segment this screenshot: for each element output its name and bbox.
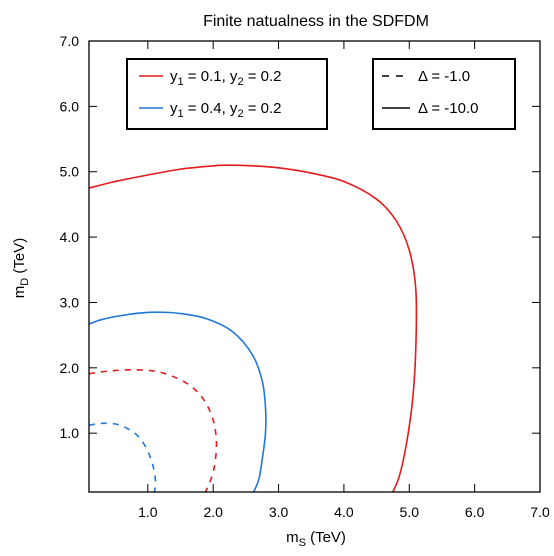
x-tick-label: 7.0 (530, 504, 550, 520)
legend-entry-solid: Δ = -10.0 (418, 100, 478, 117)
y-tick-label: 1.0 (60, 425, 80, 441)
legend-colors: y1 = 0.1, y2 = 0.2 y1 = 0.4, y2 = 0.2 (126, 58, 328, 130)
series-line-3 (88, 368, 218, 493)
y-tick-label: 6.0 (60, 98, 80, 114)
legend-entry-2: y1 = 0.4, y2 = 0.2 (170, 100, 282, 120)
y-tick-label: 4.0 (60, 229, 80, 245)
y-tick-label: 3.0 (60, 294, 80, 310)
legend-styles-box (372, 58, 516, 130)
y-axis-ticks: 1.0 2.0 3.0 4.0 5.0 6.0 7.0 (60, 33, 540, 441)
legend-entry-1: y1 = 0.1, y2 = 0.2 (170, 68, 282, 88)
x-axis-ticks: 1.0 2.0 3.0 4.0 5.0 6.0 7.0 (138, 41, 550, 520)
x-tick-label: 4.0 (334, 504, 354, 520)
plot-frame (88, 40, 541, 493)
x-tick-label: 2.0 (203, 504, 223, 520)
y-tick-label: 7.0 (60, 33, 80, 49)
x-tick-label: 3.0 (269, 504, 289, 520)
series-layer (88, 164, 418, 493)
legend-styles: Δ = -1.0 Δ = -10.0 (372, 58, 516, 130)
x-tick-label: 1.0 (138, 504, 158, 520)
y-axis-label: mD (TeV) (11, 238, 31, 298)
chart-title: Finite natualness in the SDFDM (203, 13, 429, 30)
x-tick-label: 5.0 (400, 504, 420, 520)
series-line-1 (88, 164, 418, 493)
x-tick-label: 6.0 (465, 504, 485, 520)
y-tick-label: 5.0 (60, 164, 80, 180)
x-axis-label: mS (TeV) (286, 529, 346, 549)
legend-entry-dashed: Δ = -1.0 (418, 68, 470, 85)
legend-colors-box (126, 58, 328, 130)
series-line-2 (88, 311, 267, 493)
y-tick-label: 2.0 (60, 360, 80, 376)
series-line-4 (88, 422, 157, 493)
